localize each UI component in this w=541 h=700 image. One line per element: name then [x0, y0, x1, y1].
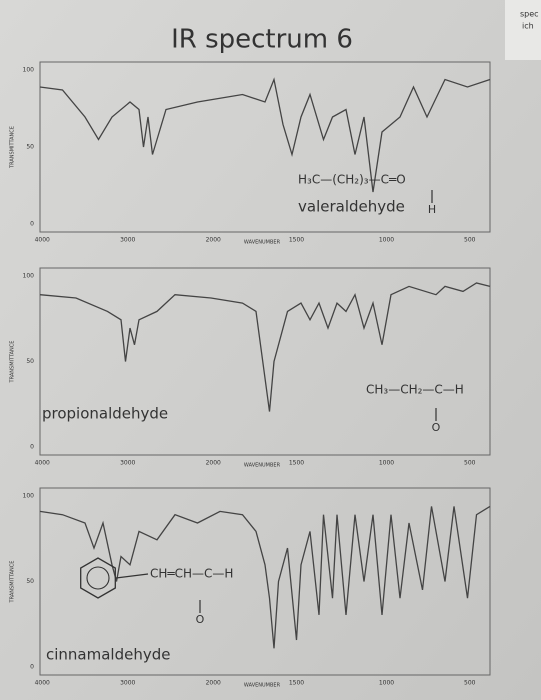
benzene-circle [86, 566, 110, 590]
spectrum-curve [39, 505, 491, 649]
panels: 4000 3000 2000 1500 1000 500WAVENUMBERTRANSMI… [10, 61, 491, 689]
y-tick-label: 0 [30, 444, 34, 451]
x-tick-label: 2000 [206, 237, 221, 244]
y-tick-label: 100 [23, 67, 35, 74]
spectrum-panel: 4000 3000 2000 1500 1000 500WAVENUMBERTRANSMI… [10, 61, 491, 246]
formula-substituent: O [196, 613, 205, 626]
x-tick-label: 500 [464, 460, 476, 467]
x-tick-label: 4000 [35, 680, 50, 687]
x-tick-label: 500 [464, 237, 476, 244]
y-axis-label: TRANSMITTANCE [10, 126, 16, 169]
y-tick-label: 100 [23, 273, 35, 280]
structural-formula: CH═CH—C—H [150, 567, 233, 581]
benzene-ring [80, 557, 116, 599]
x-tick-label: 3000 [120, 237, 135, 244]
spectrum-curve [39, 282, 491, 412]
y-axis-label: TRANSMITTANCE [10, 341, 16, 384]
x-tick-label: 1500 [289, 680, 304, 687]
x-tick-label: 1500 [289, 237, 304, 244]
next-page [505, 0, 541, 60]
x-tick-label: 4000 [35, 460, 50, 467]
y-tick-label: 0 [30, 221, 34, 228]
x-tick-label: 3000 [120, 460, 135, 467]
x-axis-label: WAVENUMBER [244, 463, 281, 469]
compound-name: valeraldehyde [298, 198, 405, 216]
x-tick-label: 4000 [35, 237, 50, 244]
x-tick-label: 1000 [379, 237, 394, 244]
page-title: IR spectrum 6 [171, 25, 353, 55]
x-tick-label: 3000 [120, 680, 135, 687]
x-tick-label: 2000 [206, 680, 221, 687]
x-tick-label: 1000 [379, 460, 394, 467]
compound-name: propionaldehyde [42, 405, 168, 423]
y-tick-label: 50 [26, 358, 34, 365]
y-tick-label: 0 [30, 664, 34, 671]
x-axis-label: WAVENUMBER [244, 683, 281, 689]
x-axis-label: WAVENUMBER [244, 240, 281, 246]
structural-formula: CH₃—CH₂—C—H [366, 383, 464, 397]
spectrum-panel: 4000 3000 2000 1500 1000 500WAVENUMBERTRANSMI… [10, 487, 491, 689]
spectrum-curve [39, 77, 491, 193]
y-axis-label: TRANSMITTANCE [10, 561, 16, 604]
panel-frame [39, 487, 491, 676]
bond-line [115, 573, 149, 579]
formula-substituent: H [428, 203, 436, 216]
y-tick-label: 50 [26, 144, 34, 151]
panel-frame [39, 61, 491, 233]
y-tick-label: 50 [26, 578, 34, 585]
x-tick-label: 500 [464, 680, 476, 687]
x-tick-label: 1000 [379, 680, 394, 687]
margin-text: spec [520, 10, 539, 19]
margin-text: ich [522, 22, 534, 31]
y-tick-label: 100 [23, 493, 35, 500]
panel-frame [39, 267, 491, 456]
formula-substituent: O [432, 421, 441, 434]
x-tick-label: 2000 [206, 460, 221, 467]
spectrum-panel: 4000 3000 2000 1500 1000 500WAVENUMBERTRANSMI… [10, 267, 491, 469]
compound-name: cinnamaldehyde [46, 646, 170, 664]
x-tick-label: 1500 [289, 460, 304, 467]
structural-formula: H₃C—(CH₂)₃—C═O [298, 173, 406, 187]
